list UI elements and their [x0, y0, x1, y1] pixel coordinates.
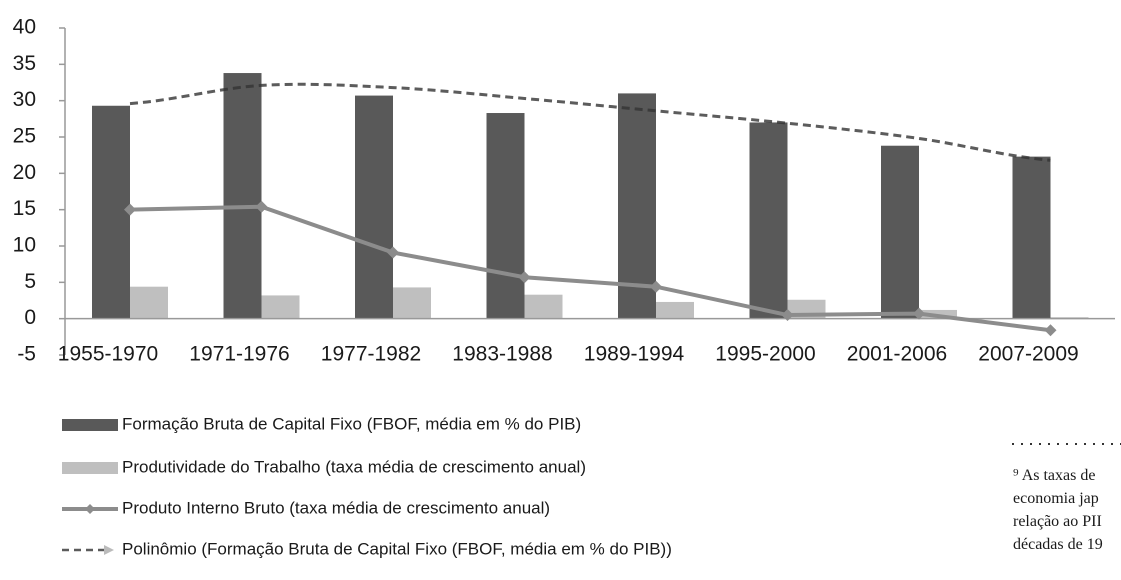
x-tick-label: 2007-2009: [978, 343, 1078, 366]
x-tick-label: 1977-1982: [321, 343, 421, 366]
x-tick-label: 1983-1988: [452, 343, 552, 366]
footnote-line: ⁹ As taxas de: [1013, 467, 1095, 484]
y-tick-label: -5: [17, 343, 36, 366]
x-tick-label: 1989-1994: [584, 343, 685, 366]
footnote-line: décadas de 19: [1013, 536, 1103, 553]
line-marker: [1044, 324, 1057, 337]
footnote-line: relação ao PII: [1013, 513, 1102, 530]
line-marker: [387, 246, 399, 259]
line-marker: [650, 280, 662, 293]
bar: [130, 286, 168, 319]
line-marker: [913, 307, 925, 320]
legend-swatch: [62, 462, 118, 474]
footnote-line: economia jap: [1013, 490, 1099, 507]
line-marker: [255, 200, 268, 213]
legend-label: Produtividade do Trabalho (taxa média de…: [122, 457, 586, 476]
x-tick-label: 1995-2000: [715, 343, 815, 366]
y-tick-label: 15: [13, 197, 36, 220]
legend-label: Formação Bruta de Capital Fixo (FBOF, mé…: [122, 414, 581, 433]
y-tick-label: 5: [24, 270, 36, 293]
bar: [749, 122, 788, 319]
bar: [355, 95, 393, 319]
bar: [223, 73, 262, 319]
legend-label: Polinômio (Formação Bruta de Capital Fix…: [122, 539, 672, 558]
y-tick-label: 20: [13, 161, 36, 184]
trend-line: [129, 82, 1051, 162]
x-tick-label: 1971-1976: [189, 343, 289, 366]
bar: [393, 287, 431, 319]
y-tick-label: 35: [13, 52, 36, 75]
legend-marker: [85, 504, 95, 514]
y-tick-label: 10: [13, 234, 36, 257]
bar: [881, 145, 919, 319]
x-tick-label: 2001-2006: [847, 343, 947, 366]
series-line: [129, 204, 1051, 333]
y-tick-label: 25: [13, 125, 36, 148]
y-tick-label: 40: [13, 16, 36, 39]
line-marker: [124, 203, 136, 216]
bar: [1012, 156, 1051, 319]
legend-label: Produto Interno Bruto (taxa média de cre…: [122, 498, 550, 517]
line-marker: [781, 309, 794, 322]
x-tick-label: 1955-1970: [58, 343, 158, 366]
legend-arrow: [104, 545, 114, 555]
bar: [486, 113, 525, 319]
bar: [261, 295, 300, 319]
bar: [92, 105, 130, 319]
bar: [524, 294, 563, 319]
legend-swatch: [62, 419, 118, 431]
y-tick-label: 30: [13, 88, 36, 111]
bar: [656, 301, 694, 319]
line-marker: [518, 271, 531, 284]
y-tick-label: 0: [24, 306, 36, 329]
bar: [618, 93, 656, 319]
